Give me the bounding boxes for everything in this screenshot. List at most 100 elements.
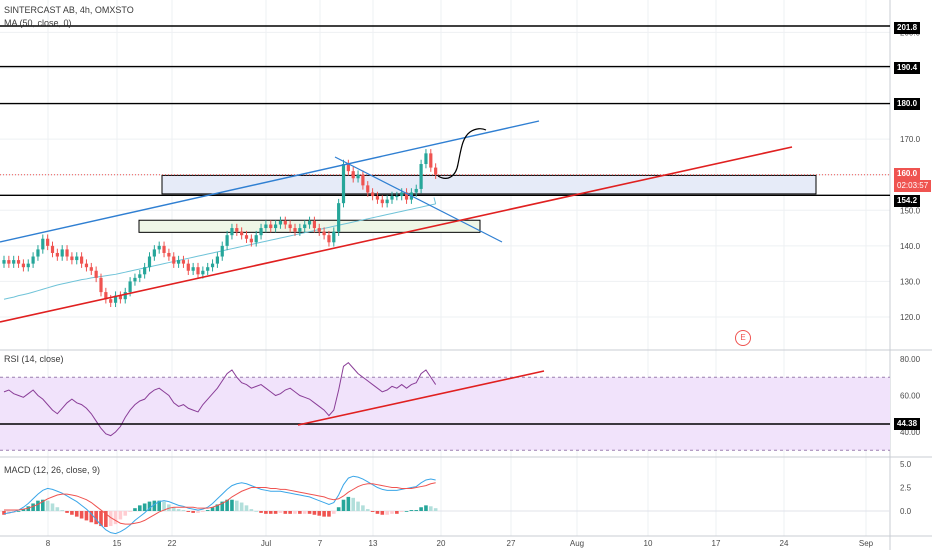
candle-body [128, 281, 132, 293]
candle [16, 255, 21, 268]
candle [162, 241, 166, 258]
candle [123, 287, 127, 304]
candle-body [346, 164, 350, 172]
candle-body [361, 174, 365, 186]
macd-hist-bar [322, 511, 326, 517]
candle-body [147, 256, 152, 268]
candle-body [249, 238, 253, 243]
candle [26, 259, 30, 272]
resistance-zone [161, 174, 817, 195]
time-axis-label: 7 [318, 539, 323, 548]
rsi-axis-tick: 80.00 [900, 355, 921, 364]
macd-hist-bar [361, 505, 365, 511]
macd-hist-bar [235, 500, 239, 511]
macd-line [3, 475, 436, 535]
macd-axis-tick: 5.0 [900, 460, 912, 469]
candle [327, 230, 331, 247]
macd-hist-bar [288, 511, 292, 514]
rsi-legend: RSI (14, close) [4, 354, 68, 365]
candle [80, 252, 84, 268]
macd-hist-bar [268, 511, 273, 514]
candle [220, 241, 224, 261]
candle [434, 163, 438, 179]
candle [380, 195, 384, 208]
macd-hist-bar [99, 511, 103, 527]
macd-hist-bar [327, 511, 331, 517]
candle-body [80, 256, 84, 264]
time-axis-label: Jul [261, 539, 271, 548]
candle-body [225, 235, 229, 246]
macd-hist-bar [205, 510, 210, 511]
macd-hist-bar [79, 511, 84, 519]
macd-hist-bar [21, 509, 26, 511]
macd-hist-bar [312, 511, 317, 515]
candle [395, 191, 399, 201]
candle-body [99, 277, 103, 293]
time-axis-label: 20 [437, 539, 446, 548]
candle [152, 245, 156, 261]
macd-hist-bar [351, 497, 355, 511]
macd-hist-bar [225, 499, 229, 511]
macd-hist-bar [302, 511, 307, 514]
candle-body [429, 153, 433, 168]
candle-body [254, 235, 258, 243]
candle-body [177, 260, 181, 264]
candle-body [390, 196, 394, 200]
candle-body [7, 260, 11, 264]
hand-drawn-projection [437, 128, 487, 179]
macd-hist-bar [341, 499, 346, 511]
candle [206, 262, 210, 276]
macd-hist-bar [191, 511, 195, 513]
candle-body [41, 238, 45, 250]
rsi-band [0, 377, 890, 451]
falling-trendline [334, 156, 503, 243]
macd-hist-bar [31, 503, 35, 511]
candle [307, 216, 312, 229]
macd-hist-bar [433, 508, 438, 511]
candle-body [152, 249, 156, 257]
last-price-tag: 160.0 [894, 168, 921, 180]
candle [240, 227, 244, 240]
candle [230, 223, 234, 240]
time-axis-label: 15 [113, 539, 122, 548]
macd-hist-bar [365, 509, 370, 511]
candle-body [75, 256, 79, 261]
countdown-tag: 02:03:57 [894, 180, 932, 192]
macd-hist-bar [128, 511, 132, 512]
symbol-legend: SINTERCAST AB, 4h, OMXSTO [4, 5, 138, 16]
time-axis-label: 10 [644, 539, 653, 548]
earnings-badge[interactable]: E [735, 330, 751, 346]
candle-body [31, 256, 35, 264]
candle [65, 245, 69, 261]
macd-hist-bar [336, 507, 341, 511]
macd-hist-bar [399, 511, 404, 512]
candle-body [16, 260, 21, 264]
candle-body [2, 260, 6, 264]
candle [375, 191, 380, 204]
candle-body [235, 228, 239, 232]
time-axis-label: Aug [570, 539, 584, 548]
candle [7, 255, 11, 268]
macd-signal-line [4, 482, 436, 525]
macd-hist-bar [16, 511, 21, 512]
candle-body [264, 224, 268, 229]
macd-hist-bar [317, 511, 322, 516]
candle-body [206, 267, 210, 271]
macd-hist-bar [278, 511, 283, 513]
candle-body [157, 245, 161, 250]
candle-body [356, 174, 360, 179]
candle-body [288, 224, 292, 229]
candle [322, 227, 326, 240]
time-axis-label: 24 [780, 539, 789, 548]
candle [89, 262, 93, 276]
candle [312, 216, 316, 233]
candle-body [278, 220, 283, 225]
macd-hist-bar [162, 501, 166, 511]
macd-hist-bar [147, 501, 152, 511]
candle-body [191, 267, 195, 271]
macd-hist-bar [138, 505, 142, 511]
candle-body [414, 188, 418, 193]
candle [303, 220, 307, 233]
price-axis-tick: 130.0 [900, 277, 921, 286]
